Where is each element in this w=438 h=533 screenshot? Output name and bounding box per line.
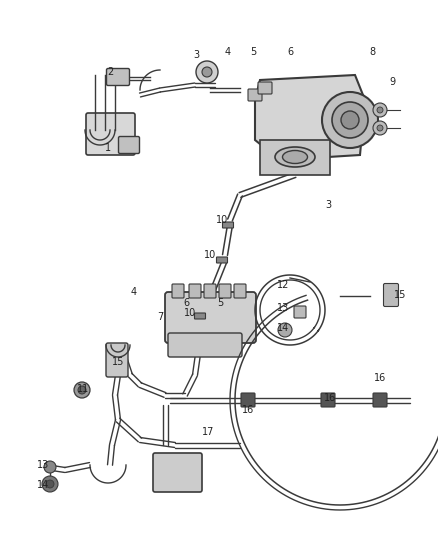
FancyBboxPatch shape xyxy=(373,393,387,407)
FancyBboxPatch shape xyxy=(106,343,128,377)
Text: 16: 16 xyxy=(242,405,254,415)
Text: 4: 4 xyxy=(225,47,231,57)
Text: 11: 11 xyxy=(77,384,89,394)
FancyBboxPatch shape xyxy=(165,292,256,343)
Text: 15: 15 xyxy=(394,290,406,300)
Text: 2: 2 xyxy=(107,67,113,77)
Text: 5: 5 xyxy=(250,47,256,57)
Circle shape xyxy=(373,121,387,135)
Text: 9: 9 xyxy=(389,77,395,87)
Circle shape xyxy=(322,92,378,148)
Ellipse shape xyxy=(275,147,315,167)
FancyBboxPatch shape xyxy=(216,257,227,263)
Circle shape xyxy=(44,461,56,473)
Text: 12: 12 xyxy=(277,280,289,290)
Circle shape xyxy=(373,103,387,117)
Circle shape xyxy=(196,61,218,83)
FancyBboxPatch shape xyxy=(241,393,255,407)
Text: 3: 3 xyxy=(325,200,331,210)
Circle shape xyxy=(42,476,58,492)
Circle shape xyxy=(278,323,292,337)
Text: 10: 10 xyxy=(216,215,228,225)
Text: 15: 15 xyxy=(112,357,124,367)
Text: 13: 13 xyxy=(277,303,289,313)
FancyBboxPatch shape xyxy=(86,113,135,155)
Text: 7: 7 xyxy=(157,312,163,322)
FancyBboxPatch shape xyxy=(106,69,130,85)
Text: 17: 17 xyxy=(202,427,214,437)
Text: 10: 10 xyxy=(184,308,196,318)
FancyBboxPatch shape xyxy=(168,333,242,357)
FancyBboxPatch shape xyxy=(194,313,205,319)
Text: 5: 5 xyxy=(217,298,223,308)
Text: 16: 16 xyxy=(374,373,386,383)
Text: 8: 8 xyxy=(369,47,375,57)
Ellipse shape xyxy=(283,150,307,164)
FancyBboxPatch shape xyxy=(321,393,335,407)
FancyBboxPatch shape xyxy=(153,453,202,492)
FancyBboxPatch shape xyxy=(172,284,184,298)
FancyBboxPatch shape xyxy=(219,284,231,298)
Text: 6: 6 xyxy=(287,47,293,57)
Circle shape xyxy=(46,480,54,488)
Circle shape xyxy=(341,111,359,129)
Text: 3: 3 xyxy=(193,50,199,60)
Circle shape xyxy=(377,107,383,113)
FancyBboxPatch shape xyxy=(223,222,233,228)
FancyBboxPatch shape xyxy=(258,82,272,94)
Circle shape xyxy=(202,67,212,77)
Text: 10: 10 xyxy=(204,250,216,260)
FancyBboxPatch shape xyxy=(384,284,399,306)
Text: 4: 4 xyxy=(131,287,137,297)
Polygon shape xyxy=(260,140,330,175)
Circle shape xyxy=(332,102,368,138)
Text: 14: 14 xyxy=(37,480,49,490)
FancyBboxPatch shape xyxy=(204,284,216,298)
Text: 14: 14 xyxy=(277,323,289,333)
FancyBboxPatch shape xyxy=(234,284,246,298)
Circle shape xyxy=(377,125,383,131)
FancyBboxPatch shape xyxy=(119,136,139,154)
FancyBboxPatch shape xyxy=(248,89,262,101)
Text: 13: 13 xyxy=(37,460,49,470)
Text: 6: 6 xyxy=(183,298,189,308)
Polygon shape xyxy=(255,75,365,160)
FancyBboxPatch shape xyxy=(294,306,306,318)
Circle shape xyxy=(74,382,90,398)
Text: 1: 1 xyxy=(105,143,111,153)
Circle shape xyxy=(78,386,86,394)
FancyBboxPatch shape xyxy=(189,284,201,298)
Text: 16: 16 xyxy=(324,393,336,403)
